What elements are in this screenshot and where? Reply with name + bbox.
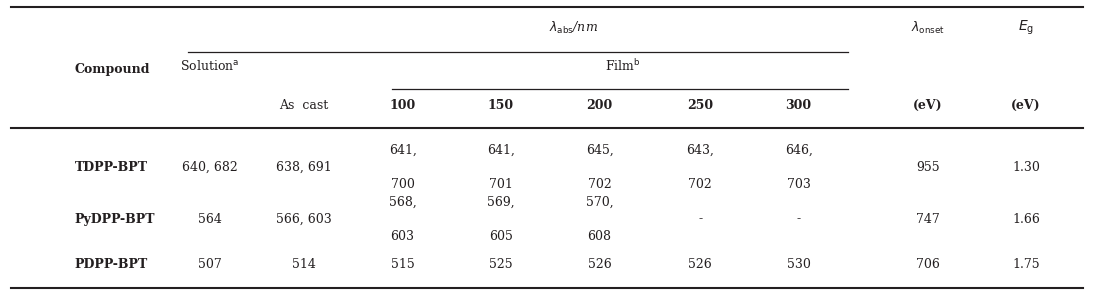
Text: 515: 515 [391, 258, 415, 271]
Text: 507: 507 [198, 258, 222, 271]
Text: 566, 603: 566, 603 [277, 212, 331, 226]
Text: (eV): (eV) [912, 99, 943, 112]
Text: (eV): (eV) [1011, 99, 1041, 112]
Text: 638, 691: 638, 691 [277, 161, 331, 174]
Text: $\lambda_{\rm abs}$/nm: $\lambda_{\rm abs}$/nm [549, 20, 597, 36]
Text: 1.75: 1.75 [1012, 258, 1040, 271]
Text: Compound: Compound [74, 63, 150, 76]
Text: 702: 702 [688, 178, 712, 191]
Text: TDPP-BPT: TDPP-BPT [74, 161, 148, 174]
Text: 706: 706 [916, 258, 940, 271]
Text: 702: 702 [587, 178, 612, 191]
Text: 150: 150 [488, 99, 514, 112]
Text: 955: 955 [916, 161, 940, 174]
Text: 564: 564 [198, 212, 222, 226]
Text: 1.30: 1.30 [1012, 161, 1040, 174]
Text: 570,: 570, [585, 196, 614, 209]
Text: $\mathit{E}_{\rm g}$: $\mathit{E}_{\rm g}$ [1019, 19, 1034, 37]
Text: 525: 525 [489, 258, 513, 271]
Text: 643,: 643, [686, 144, 714, 157]
Text: 250: 250 [687, 99, 713, 112]
Text: 603: 603 [391, 230, 415, 242]
Text: 1.66: 1.66 [1012, 212, 1040, 226]
Text: $\lambda_{\rm onset}$: $\lambda_{\rm onset}$ [910, 20, 945, 36]
Text: 700: 700 [391, 178, 415, 191]
Text: 645,: 645, [585, 144, 614, 157]
Text: 703: 703 [787, 178, 811, 191]
Text: -: - [698, 212, 702, 226]
Text: 640, 682: 640, 682 [183, 161, 237, 174]
Text: 530: 530 [787, 258, 811, 271]
Text: 568,: 568, [388, 196, 417, 209]
Text: 300: 300 [785, 99, 812, 112]
Text: 526: 526 [688, 258, 712, 271]
Text: 701: 701 [489, 178, 513, 191]
Text: -: - [796, 212, 801, 226]
Text: 646,: 646, [784, 144, 813, 157]
Text: PyDPP-BPT: PyDPP-BPT [74, 212, 155, 226]
Text: 641,: 641, [388, 144, 417, 157]
Text: As  cast: As cast [279, 99, 329, 112]
Text: 747: 747 [916, 212, 940, 226]
Text: 100: 100 [389, 99, 416, 112]
Text: PDPP-BPT: PDPP-BPT [74, 258, 148, 271]
Text: 200: 200 [586, 99, 613, 112]
Text: 608: 608 [587, 230, 612, 242]
Text: 569,: 569, [487, 196, 515, 209]
Text: 605: 605 [489, 230, 513, 242]
Text: 641,: 641, [487, 144, 515, 157]
Text: 526: 526 [587, 258, 612, 271]
Text: 514: 514 [292, 258, 316, 271]
Text: Film$^{\rm b}$: Film$^{\rm b}$ [605, 58, 640, 74]
Text: Solution$^{\rm a}$: Solution$^{\rm a}$ [181, 59, 240, 73]
